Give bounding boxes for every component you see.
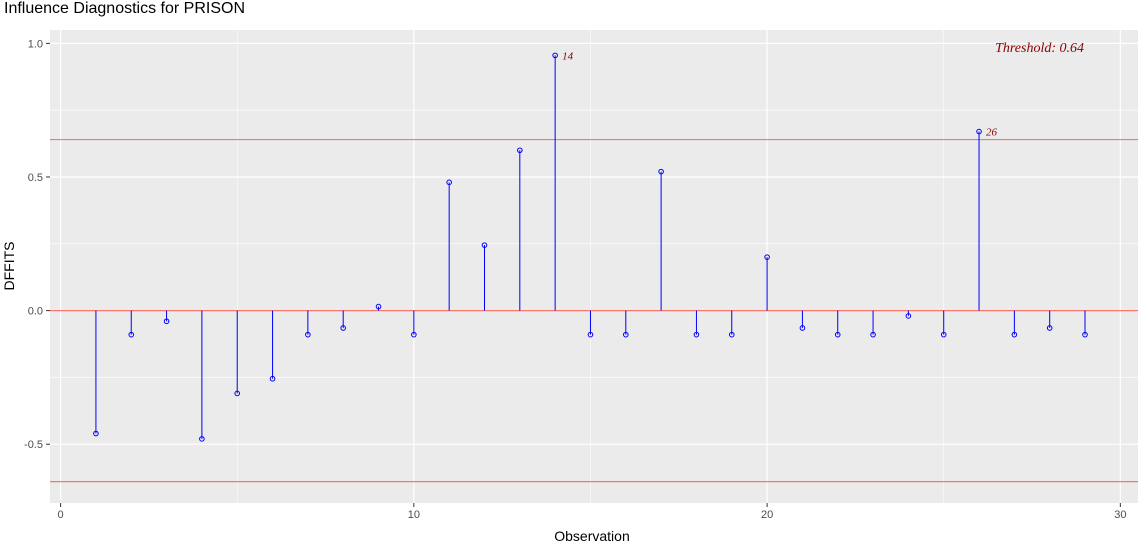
y-tick-label: 1.0 — [28, 38, 43, 50]
point-25 — [940, 331, 947, 338]
x-tick-label: 10 — [408, 509, 420, 521]
x-tick-label: 20 — [761, 509, 773, 521]
point-23 — [870, 331, 876, 338]
point-19 — [728, 331, 735, 338]
y-axis-title: DFFITS — [1, 242, 17, 291]
point-10 — [411, 331, 417, 338]
x-tick-label: 0 — [58, 509, 64, 521]
threshold-label: Threshold: 0.64 — [995, 41, 1084, 56]
point-15 — [587, 331, 594, 338]
point-8 — [340, 325, 346, 331]
point-29 — [1082, 331, 1088, 338]
y-tick-label: 0.0 — [28, 306, 43, 318]
point-6 — [269, 375, 276, 382]
x-axis-title: Observation — [554, 528, 629, 544]
chart-title: Influence Diagnostics for PRISON — [4, 0, 245, 17]
point-1 — [93, 430, 99, 437]
y-tick-label: 0.5 — [28, 172, 43, 184]
point-9 — [375, 303, 382, 310]
points — [93, 52, 1088, 442]
y-tick-label: -0.5 — [24, 439, 43, 451]
point-16 — [622, 331, 629, 338]
point-labels: 14 26 — [562, 50, 997, 138]
point-7 — [305, 331, 311, 338]
point-24 — [905, 313, 912, 319]
point-28 — [1046, 325, 1053, 331]
stems — [95, 55, 1086, 439]
point-14 — [552, 52, 558, 59]
point-12 — [481, 242, 488, 248]
point-label-14: 14 — [562, 50, 574, 62]
point-13 — [517, 147, 523, 154]
point-label-26: 26 — [986, 127, 998, 139]
point-2 — [128, 331, 135, 338]
plot-panel — [50, 30, 1138, 503]
point-17 — [658, 168, 664, 175]
point-22 — [834, 331, 841, 338]
point-11 — [446, 179, 452, 186]
reference-lines — [50, 138, 1138, 483]
point-18 — [693, 331, 700, 338]
point-21 — [799, 325, 806, 331]
point-27 — [1011, 331, 1018, 338]
point-5 — [234, 390, 241, 397]
point-26 — [976, 128, 982, 135]
point-20 — [764, 254, 770, 260]
point-3 — [163, 318, 170, 325]
point-4 — [199, 436, 205, 442]
axes: 0 10 20 30 -0.5 0.0 0.5 1.0 — [24, 38, 1126, 521]
x-tick-label: 30 — [1114, 509, 1126, 521]
